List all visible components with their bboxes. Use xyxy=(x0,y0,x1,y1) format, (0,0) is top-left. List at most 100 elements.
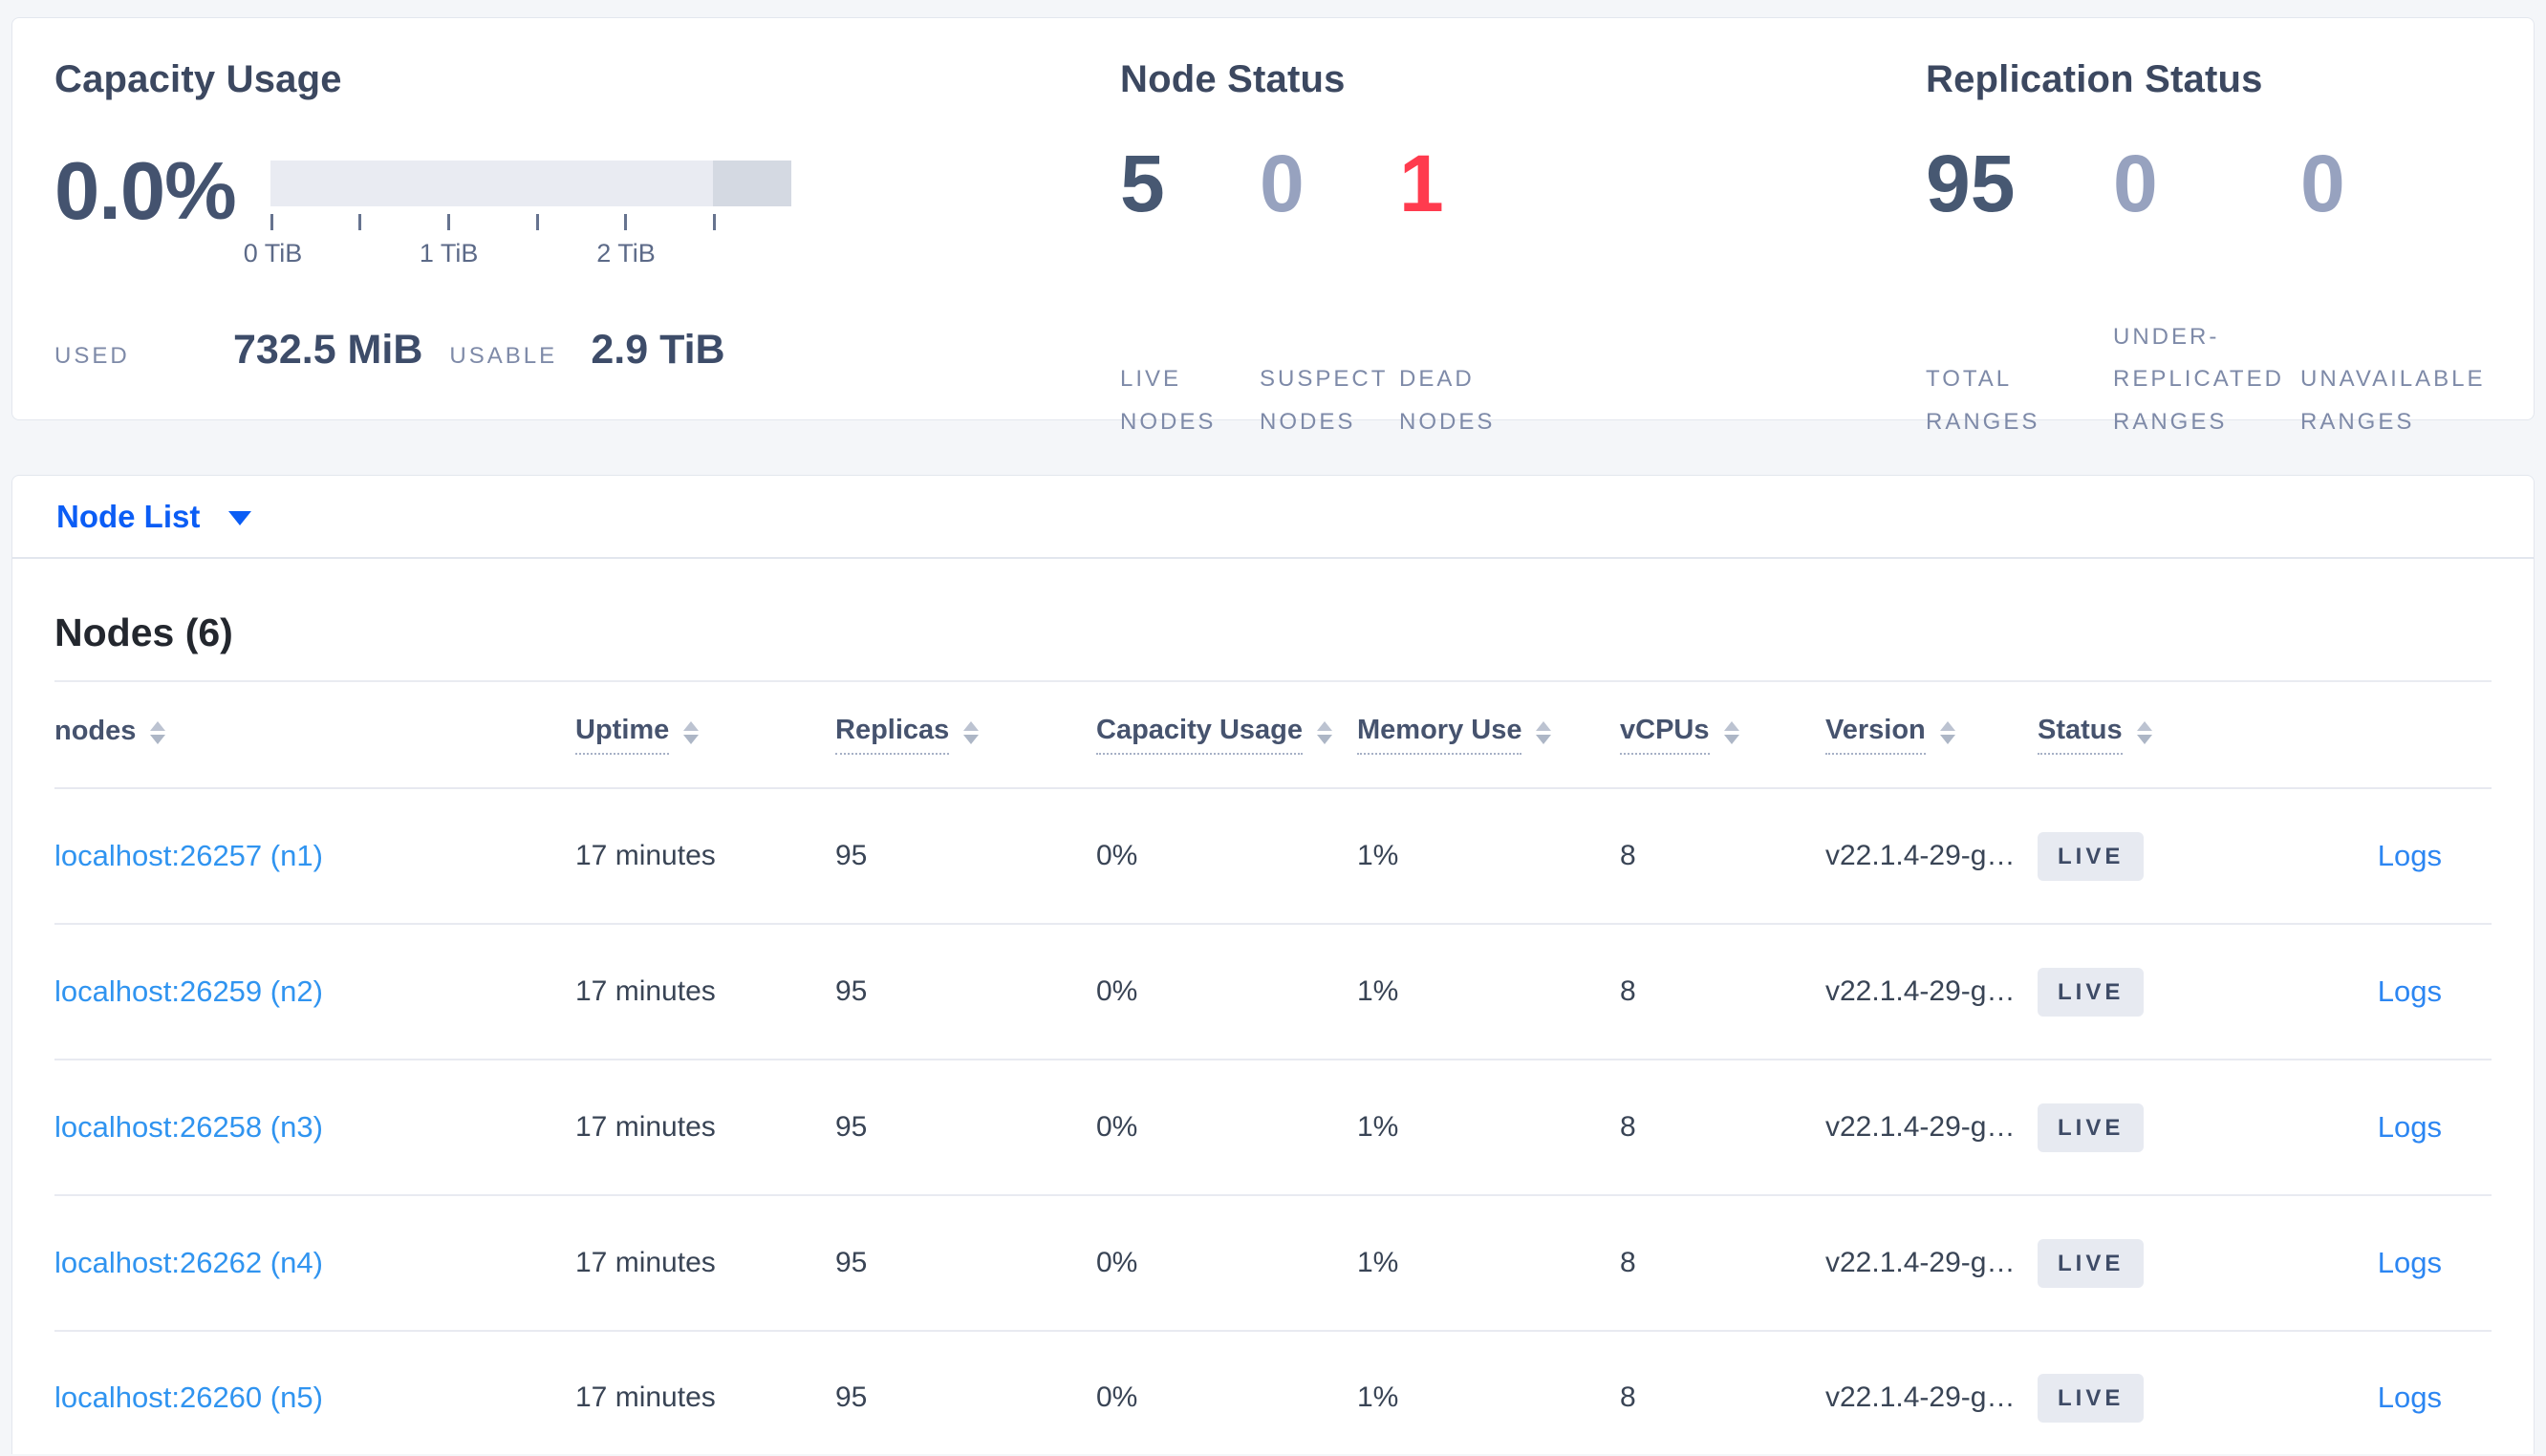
logs-link[interactable]: Logs xyxy=(2377,1110,2442,1144)
chevron-down-icon xyxy=(228,511,252,525)
table-row: localhost:26258 (n3) 17 minutes 95 0% 1%… xyxy=(54,1060,2492,1196)
total-ranges-value: 95 xyxy=(1926,139,2016,228)
version-cell: v22.1.4-29-g… xyxy=(1825,1111,2016,1143)
capacity-cell: 0% xyxy=(1096,975,1138,1007)
node-status-title: Node Status xyxy=(1120,58,1346,100)
axis-tick-label: 2 TiB xyxy=(596,239,656,268)
version-cell: v22.1.4-29-g… xyxy=(1825,1247,2016,1278)
dead-nodes-value: 1 xyxy=(1399,139,1444,228)
memory-cell: 1% xyxy=(1357,1247,1399,1278)
replication-status-section: Replication Status 95 TOTAL RANGES 0 UND… xyxy=(1926,58,2534,435)
cluster-summary-card: Capacity Usage 0.0% 0 TiB 1 TiB xyxy=(11,17,2535,435)
total-ranges-label: TOTAL RANGES xyxy=(1926,366,2040,435)
capacity-bar-end-segment xyxy=(713,161,791,206)
version-cell: v22.1.4-29-g… xyxy=(1825,840,2016,871)
vcpus-cell: 8 xyxy=(1620,975,1636,1007)
replication-status-stats: 95 TOTAL RANGES 0 UNDER-REPLICATED RANGE… xyxy=(1926,139,2534,443)
unavailable-ranges-label: UNAVAILABLE RANGES xyxy=(2300,366,2486,435)
column-header-nodes[interactable]: nodes xyxy=(54,716,575,754)
sort-icon xyxy=(2136,721,2152,744)
node-link[interactable]: localhost:26258 (n3) xyxy=(54,1110,323,1144)
suspect-nodes-stat: 0 SUSPECT NODES xyxy=(1260,139,1399,443)
view-selector[interactable]: Node List xyxy=(11,475,2535,559)
logs-link[interactable]: Logs xyxy=(2377,974,2442,1008)
nodes-panel-title: Nodes (6) xyxy=(54,610,233,654)
capacity-bar-block: 0 TiB 1 TiB 2 TiB xyxy=(244,161,791,271)
capacity-cell: 0% xyxy=(1096,840,1138,871)
divider xyxy=(54,680,2492,682)
capacity-axis-ticks xyxy=(270,212,791,233)
logs-link[interactable]: Logs xyxy=(2377,1381,2442,1414)
axis-tick-label: 0 TiB xyxy=(243,239,303,268)
status-badge: LIVE xyxy=(2038,967,2145,1017)
uptime-cell: 17 minutes xyxy=(575,840,716,871)
sort-icon xyxy=(963,721,980,744)
replication-status-title: Replication Status xyxy=(1926,58,2263,100)
memory-cell: 1% xyxy=(1357,1381,1399,1413)
table-row: localhost:26259 (n2) 17 minutes 95 0% 1%… xyxy=(54,925,2492,1060)
replicas-cell: 95 xyxy=(835,1381,868,1413)
column-header-uptime[interactable]: Uptime xyxy=(575,715,835,755)
status-badge: LIVE xyxy=(2038,1373,2145,1423)
dead-nodes-stat: 1 DEAD NODES xyxy=(1399,139,1539,443)
total-ranges-stat: 95 TOTAL RANGES xyxy=(1926,139,2113,443)
used-value: 732.5 MiB xyxy=(233,327,423,373)
capacity-usage-section: Capacity Usage 0.0% 0 TiB 1 TiB xyxy=(54,58,1120,419)
used-label: USED xyxy=(54,343,130,369)
usable-value: 2.9 TiB xyxy=(591,327,725,373)
replicas-cell: 95 xyxy=(835,1247,868,1278)
node-link[interactable]: localhost:26257 (n1) xyxy=(54,839,323,872)
usable-label: USABLE xyxy=(449,343,558,369)
node-link[interactable]: localhost:26259 (n2) xyxy=(54,974,323,1008)
column-header-status[interactable]: Status xyxy=(2038,715,2229,755)
status-badge: LIVE xyxy=(2038,831,2145,881)
axis-tick xyxy=(270,214,273,230)
table-row: localhost:26257 (n1) 17 minutes 95 0% 1%… xyxy=(54,789,2492,925)
capacity-usage-title: Capacity Usage xyxy=(54,58,342,100)
column-header-replicas[interactable]: Replicas xyxy=(835,715,1096,755)
capacity-bar-track xyxy=(270,161,791,206)
under-replicated-ranges-label: UNDER-REPLICATED RANGES xyxy=(2113,323,2284,435)
status-badge: LIVE xyxy=(2038,1238,2145,1288)
under-replicated-ranges-value: 0 xyxy=(2113,139,2158,228)
node-status-section: Node Status 5 LIVE NODES 0 SUSPECT NODES… xyxy=(1120,58,1926,435)
column-header-capacity-usage[interactable]: Capacity Usage xyxy=(1096,715,1357,755)
sort-icon xyxy=(1536,721,1552,744)
column-header-vcpus[interactable]: vCPUs xyxy=(1620,715,1825,755)
axis-tick xyxy=(358,214,362,230)
column-header-memory-use[interactable]: Memory Use xyxy=(1357,715,1620,755)
axis-tick xyxy=(535,214,539,230)
vcpus-cell: 8 xyxy=(1620,1381,1636,1413)
sort-icon xyxy=(1723,721,1739,744)
suspect-nodes-value: 0 xyxy=(1260,139,1305,228)
live-nodes-stat: 5 LIVE NODES xyxy=(1120,139,1260,443)
version-cell: v22.1.4-29-g… xyxy=(1825,975,2016,1007)
replicas-cell: 95 xyxy=(835,975,868,1007)
capacity-cell: 0% xyxy=(1096,1247,1138,1278)
capacity-cell: 0% xyxy=(1096,1381,1138,1413)
view-selector-label[interactable]: Node List xyxy=(56,498,201,534)
uptime-cell: 17 minutes xyxy=(575,975,716,1007)
table-header-row: nodes Uptime Replicas Capacity Usage Mem… xyxy=(54,682,2492,789)
vcpus-cell: 8 xyxy=(1620,1111,1636,1143)
replicas-cell: 95 xyxy=(835,840,868,871)
version-cell: v22.1.4-29-g… xyxy=(1825,1381,2016,1413)
axis-tick-label: 1 TiB xyxy=(419,239,479,268)
capacity-axis-labels: 0 TiB 1 TiB 2 TiB xyxy=(244,239,791,271)
memory-cell: 1% xyxy=(1357,975,1399,1007)
live-nodes-label: LIVE NODES xyxy=(1120,366,1217,435)
replicas-cell: 95 xyxy=(835,1111,868,1143)
under-replicated-ranges-stat: 0 UNDER-REPLICATED RANGES xyxy=(2113,139,2300,443)
node-link[interactable]: localhost:26260 (n5) xyxy=(54,1381,323,1414)
capacity-cell: 0% xyxy=(1096,1111,1138,1143)
logs-link[interactable]: Logs xyxy=(2377,1246,2442,1279)
node-link[interactable]: localhost:26262 (n4) xyxy=(54,1246,323,1279)
vcpus-cell: 8 xyxy=(1620,1247,1636,1278)
capacity-used-usable-row: USED 732.5 MiB USABLE 2.9 TiB xyxy=(54,327,1120,374)
dead-nodes-label: DEAD NODES xyxy=(1399,366,1496,435)
sort-icon xyxy=(683,721,700,744)
logs-link[interactable]: Logs xyxy=(2377,839,2442,872)
table-row: localhost:26262 (n4) 17 minutes 95 0% 1%… xyxy=(54,1196,2492,1332)
uptime-cell: 17 minutes xyxy=(575,1111,716,1143)
column-header-version[interactable]: Version xyxy=(1825,715,2038,755)
